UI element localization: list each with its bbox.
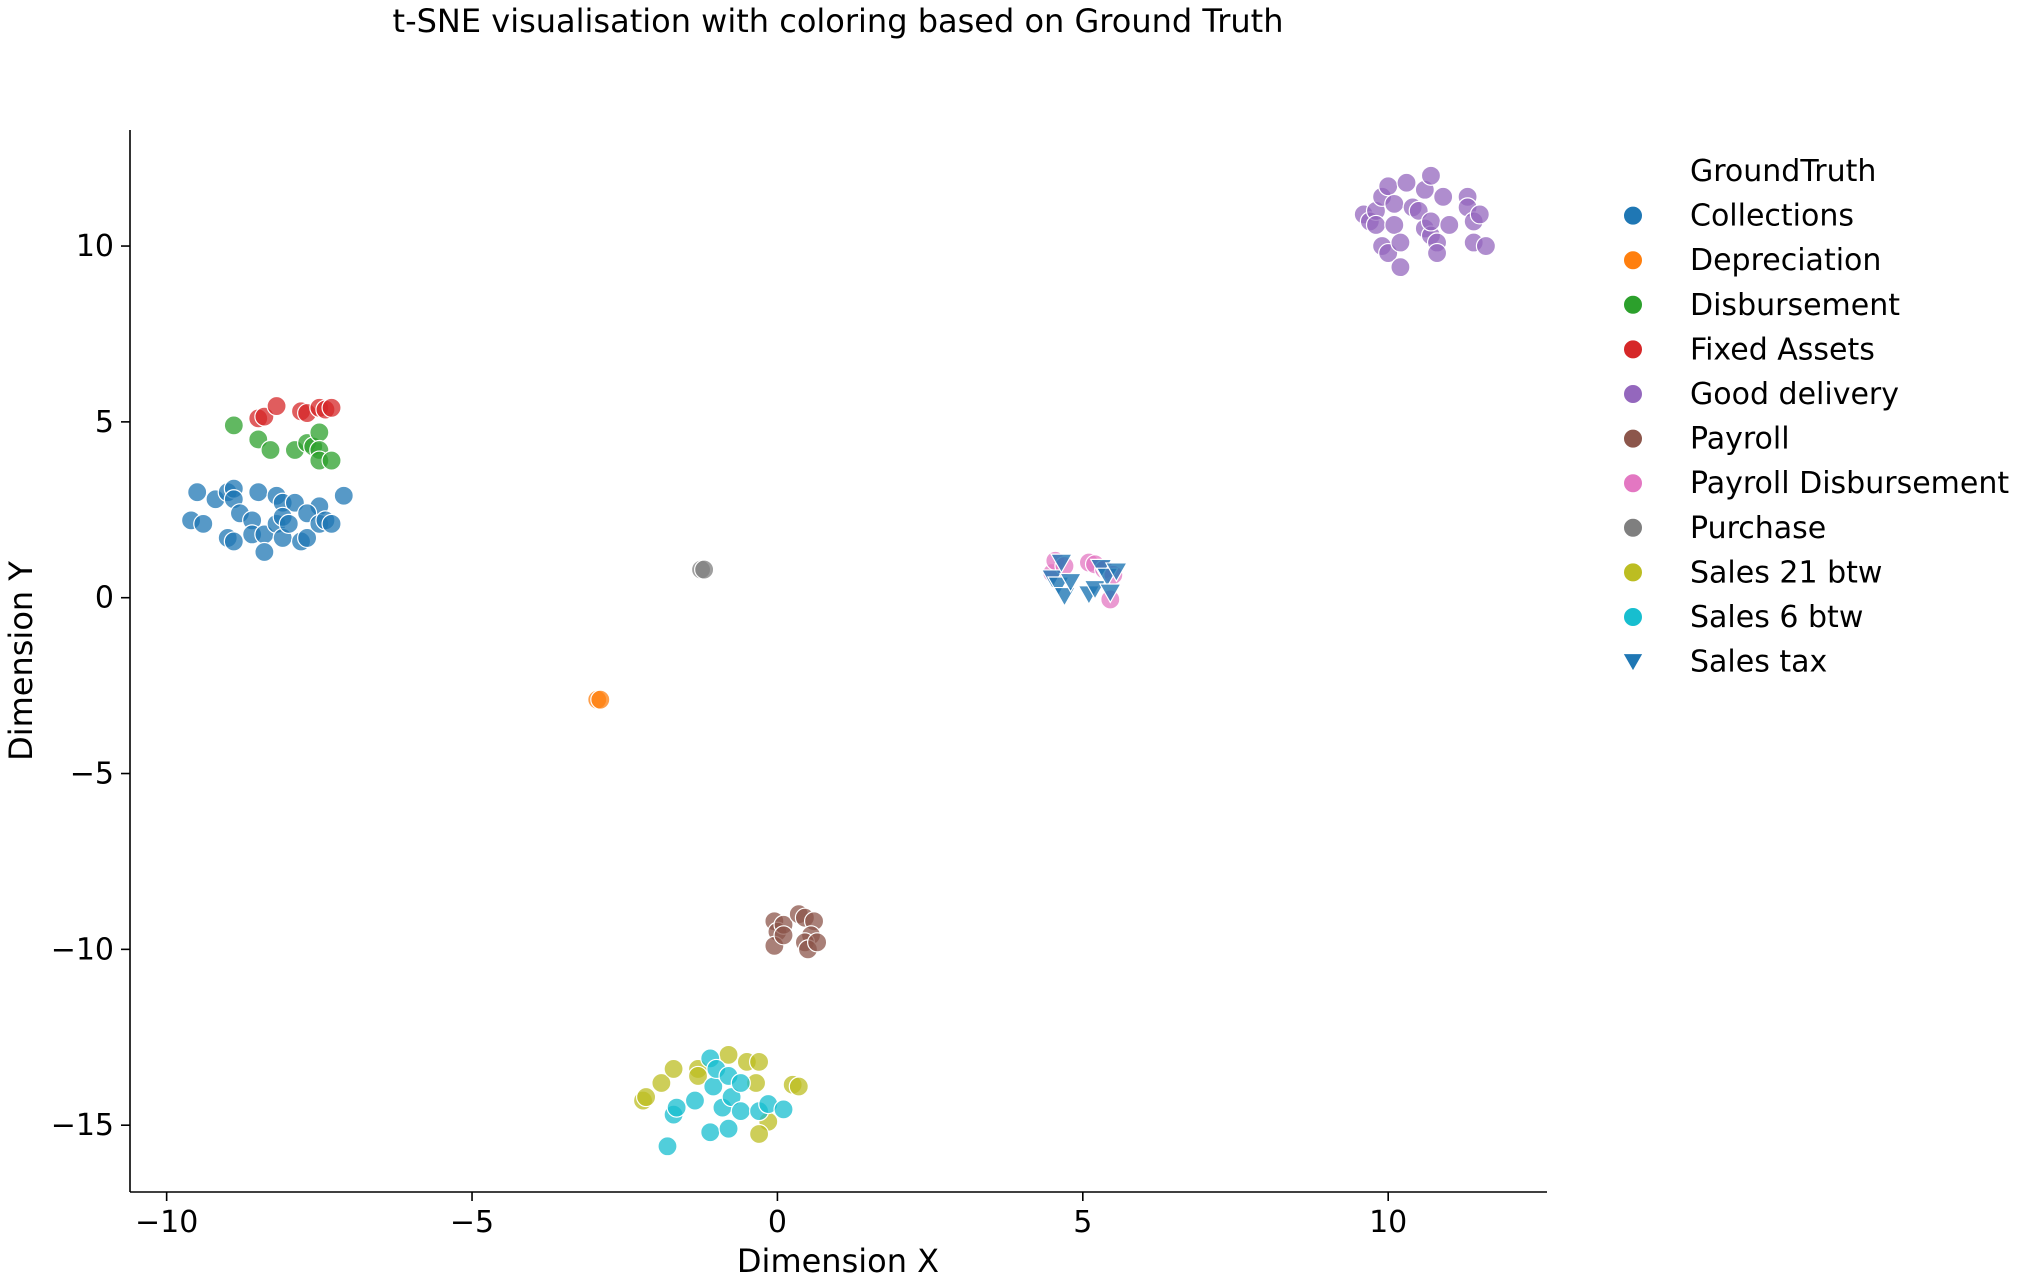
point-sales-6-btw [657,1136,678,1157]
legend-marker-sales-21-btw [1623,562,1643,583]
point-collections [248,482,269,503]
point-payroll [773,925,794,946]
point-sales-tax [1046,576,1070,597]
point-purchase [694,559,715,580]
point-good-delivery [1378,176,1399,197]
x-axis-label: Dimension X [737,1242,939,1279]
point-sales-6-btw [773,1099,794,1120]
point-sales-6-btw [718,1118,739,1139]
legend-marker-sales-6-btw [1623,607,1643,627]
legend-marker-payroll-disbursement [1623,473,1643,494]
point-sales-tax [1104,562,1128,583]
legend-label-good-delivery: Good delivery [1690,377,1899,412]
point-collections [193,513,214,534]
y-ticks: −15 −10 −5 0 5 10 [51,229,130,1143]
legend-marker-collections [1623,205,1643,226]
y-tick-label: −5 [70,757,114,792]
legend-marker-sales-tax [1622,653,1644,673]
point-sales-21-btw [788,1076,809,1097]
point-good-delivery [1365,214,1387,236]
x-tick-label: −5 [450,1205,494,1240]
legend-marker-purchase [1623,517,1643,538]
point-disbursement [260,439,281,461]
legend-label-depreciation: Depreciation [1690,243,1881,278]
legend: GroundTruth Collections Depreciation Disbu… [1622,154,2009,680]
point-sales-6-btw [684,1090,706,1111]
point-sales-21-btw [748,1051,770,1072]
y-tick-label: 5 [95,405,114,440]
point-collections [254,541,275,563]
legend-marker-fixed-assets [1623,339,1643,360]
x-ticks: −10 −5 0 5 10 [135,1192,1407,1240]
point-sales-tax [1098,583,1122,604]
point-sales-tax [1059,572,1083,594]
point-sales-21-btw [651,1072,672,1094]
legend-label-payroll: Payroll [1690,422,1790,457]
point-sales-6-btw [730,1072,751,1094]
point-sales-21-btw [663,1058,684,1080]
x-tick-label: −10 [135,1205,198,1240]
legend-label-payroll-disbursement: Payroll Disbursement [1690,466,2009,501]
point-good-delivery [1433,186,1454,207]
legend-label-purchase: Purchase [1690,511,1826,546]
x-tick-label: 0 [768,1205,787,1240]
y-tick-label: −15 [51,1108,114,1143]
point-sales-6-btw [666,1097,687,1118]
point-disbursement [223,415,244,436]
legend-label-collections: Collections [1690,199,1854,234]
y-tick-label: 0 [95,581,114,616]
point-sales-tax [1052,586,1077,608]
point-good-delivery [1396,172,1417,193]
point-fixed-assets [321,397,342,418]
point-sales-21-btw [687,1065,709,1087]
point-good-delivery [1384,214,1405,236]
points-layer [180,165,1497,1157]
legend-label-sales-6-btw: Sales 6 btw [1690,600,1863,635]
point-collections [333,485,354,506]
point-sales-6-btw [730,1101,751,1122]
point-good-delivery [1390,257,1411,278]
chart-title: t-SNE visualisation with coloring based … [393,2,1284,40]
legend-marker-good-delivery [1623,384,1643,404]
point-good-delivery [1426,242,1448,264]
point-good-delivery [1469,204,1490,225]
y-axis-label: Dimension Y [2,561,40,761]
point-disbursement [309,422,330,443]
point-sales-6-btw [700,1122,721,1143]
legend-label-fixed-assets: Fixed Assets [1690,332,1875,367]
legend-label-sales-tax: Sales tax [1690,645,1827,680]
x-tick-label: 5 [1073,1205,1092,1240]
point-disbursement [321,450,342,471]
x-tick-label: 10 [1369,1205,1407,1240]
legend-label-sales-21-btw: Sales 21 btw [1690,555,1882,590]
point-payroll [807,932,828,953]
point-good-delivery [1384,193,1405,214]
point-collections [223,531,244,552]
point-sales-21-btw [636,1086,657,1108]
y-tick-label: 10 [76,229,114,264]
point-collections [187,482,208,503]
point-sales-tax [1049,553,1073,574]
point-good-delivery [1390,232,1411,253]
point-collections [321,513,342,534]
point-collections [278,513,299,534]
legend-label-disbursement: Disbursement [1690,288,1900,323]
point-good-delivery [1420,165,1442,186]
point-sales-21-btw [748,1123,770,1145]
point-good-delivery [1439,214,1460,236]
legend-marker-payroll [1623,428,1643,449]
legend-marker-depreciation [1623,250,1643,271]
point-good-delivery [1420,211,1442,232]
legend-title: GroundTruth [1690,154,1876,189]
legend-marker-disbursement [1623,294,1643,315]
point-fixed-assets [266,395,287,417]
y-tick-label: −10 [51,932,114,967]
point-depreciation [590,689,611,710]
point-good-delivery [1475,235,1497,257]
point-collections [297,527,318,549]
point-sales-6-btw [721,1086,742,1108]
